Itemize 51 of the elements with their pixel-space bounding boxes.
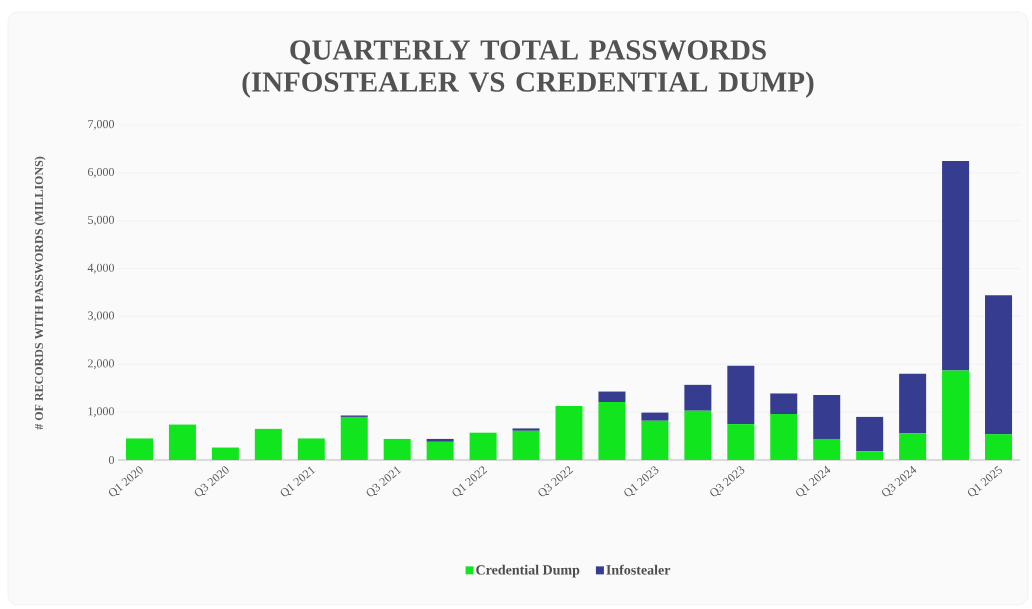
y-tick-label: 5,000 <box>88 215 115 226</box>
bar <box>254 428 282 460</box>
x-tick-label: Q1 2021 <box>280 466 316 497</box>
bar <box>813 394 841 439</box>
bar <box>555 405 583 460</box>
bar <box>899 373 927 434</box>
x-tick-label: Q1 2022 <box>452 466 488 497</box>
legend-label: Infostealer <box>606 564 671 575</box>
bar <box>899 433 927 460</box>
x-tick-label: Q1 2020 <box>108 466 143 497</box>
bar <box>942 370 970 460</box>
bar <box>985 295 1013 435</box>
y-tick-label: 7,000 <box>88 120 115 130</box>
bar <box>684 410 712 460</box>
bar <box>211 447 239 460</box>
y-tick-label: 3,000 <box>88 311 115 322</box>
legend-label: Credential Dump <box>476 564 580 578</box>
bar <box>942 160 970 371</box>
y-axis-title: # OF RECORDS WITH PASSWORDS (MILLIONS) <box>34 156 46 430</box>
bar <box>641 412 669 421</box>
x-tick-label: Q1 2025 <box>967 465 1002 497</box>
bar <box>125 438 153 460</box>
bar <box>770 393 798 415</box>
bar <box>856 451 884 460</box>
y-tick-label: 0 <box>108 455 115 465</box>
bar <box>168 424 196 460</box>
bar <box>727 365 755 425</box>
bar <box>426 438 454 442</box>
bar <box>512 430 540 460</box>
bar <box>426 441 454 460</box>
bar <box>297 438 325 460</box>
x-tick-label: Q1 2023 <box>624 466 659 497</box>
y-tick-label: 2,000 <box>88 359 115 370</box>
bar <box>684 384 712 411</box>
bar <box>856 416 884 452</box>
y-tick-label: 6,000 <box>88 167 115 178</box>
bar <box>813 438 841 460</box>
chart-title: QUARTERLY TOTAL PASSWORDS (INFOSTEALER VS CREDENTIAL DUMP) <box>242 40 814 98</box>
x-tick-label: Q1 2024 <box>796 465 831 497</box>
bar <box>641 420 669 460</box>
bar <box>598 402 626 460</box>
bar <box>383 438 411 460</box>
y-tick-label: 4,000 <box>87 263 115 274</box>
y-tick-label: 1,000 <box>88 407 115 418</box>
bar <box>512 428 540 431</box>
bar <box>340 416 368 460</box>
bar <box>469 432 497 460</box>
bar <box>598 391 626 403</box>
bar <box>727 424 755 460</box>
bar <box>985 434 1013 460</box>
bar <box>770 414 798 460</box>
